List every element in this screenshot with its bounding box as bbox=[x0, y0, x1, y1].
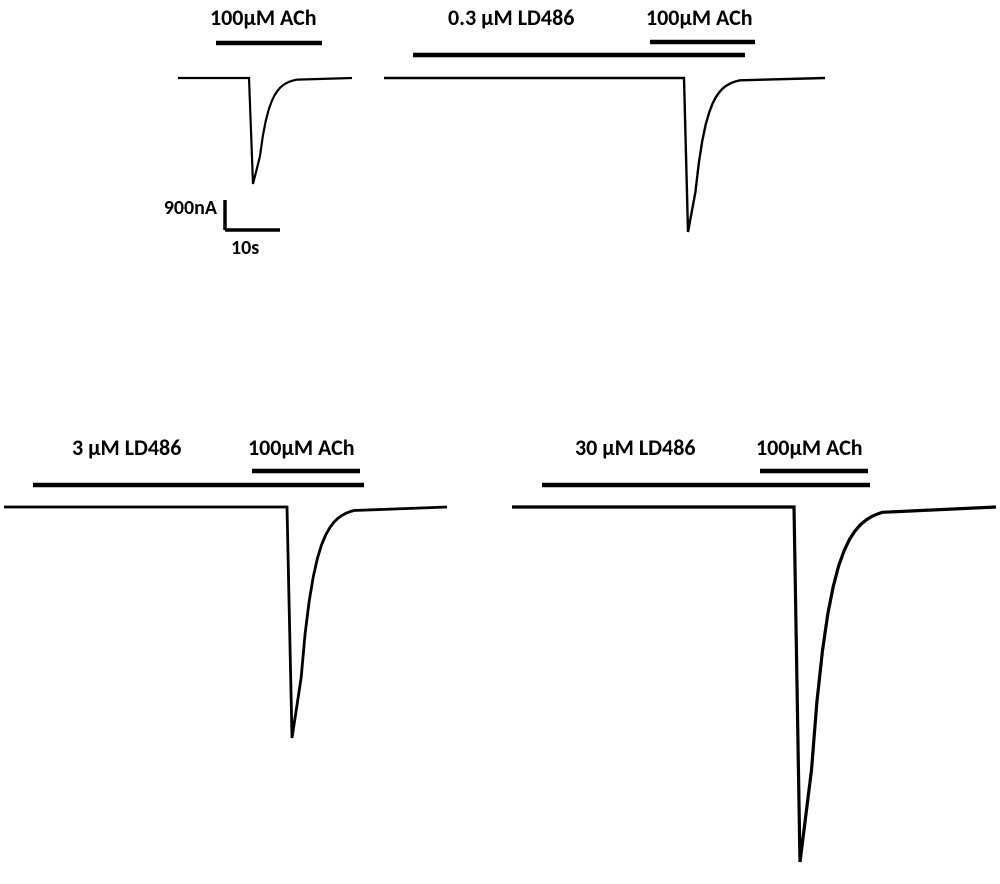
label-b: 0.3 µM LD486 bbox=[448, 4, 574, 31]
trace-panel-c bbox=[4, 507, 447, 738]
scalebar-y-label: 900nA bbox=[164, 196, 218, 220]
trace-panel-d bbox=[512, 507, 996, 862]
label-d: 100µM ACh bbox=[756, 434, 863, 461]
label-d: 30 µM LD486 bbox=[575, 434, 696, 461]
label-b: 100µM ACh bbox=[646, 4, 753, 31]
label-a: 100µM ACh bbox=[210, 4, 317, 31]
trace-panel-b bbox=[384, 78, 825, 232]
label-c: 100µM ACh bbox=[248, 434, 355, 461]
label-c: 3 µM LD486 bbox=[72, 434, 181, 461]
trace-panel-a bbox=[178, 78, 352, 184]
scalebar-x-label: 10s bbox=[231, 236, 259, 260]
